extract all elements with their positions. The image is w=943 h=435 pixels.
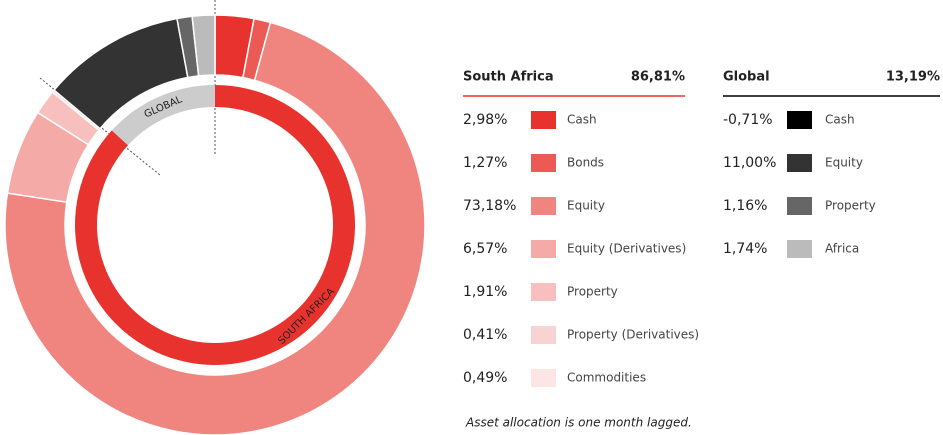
inner-segment [111,85,215,146]
legend-label: Property (Derivatives) [567,328,699,342]
legend-total: 13,19% [886,70,940,85]
legend-value: 6,57% [463,241,507,257]
legend-swatch [787,111,812,129]
legend-value: 1,16% [723,198,767,214]
legend-value: 1,27% [463,155,507,171]
legend-value: 11,00% [723,155,776,171]
legend-label: Equity [567,199,605,213]
legend-label: Equity (Derivatives) [567,242,686,256]
legend-swatch [531,111,556,129]
note: Asset allocation is one month lagged. [465,416,692,430]
outer-segment [191,14,216,77]
legend-total: 86,81% [631,70,685,85]
legend-swatch [531,240,556,258]
legend-label: Property [567,285,618,299]
legend-header: Global [723,70,770,85]
legend-label: Commodities [567,371,646,385]
legend-label: Equity [825,156,863,170]
legend-value: 0,41% [463,327,507,343]
legend-swatch [531,283,556,301]
legend-value: -0,71% [723,112,773,128]
legend-label: Property [825,199,876,213]
legend-value: 2,98% [463,112,507,128]
outer-segment [4,21,426,435]
legend-swatch [531,197,556,215]
legend-label: Cash [825,113,855,127]
legend-value: 1,91% [463,284,507,300]
legend-label: Cash [567,113,597,127]
legend-label: Africa [825,242,859,256]
legend-swatch [787,197,812,215]
legend-value: 73,18% [463,198,516,214]
legend-swatch [787,154,812,172]
legend-swatch [531,326,556,344]
legend-value: 0,49% [463,370,507,386]
legend-swatch [531,369,556,387]
legend-swatch [787,240,812,258]
legend-swatch [531,154,556,172]
legend-label: Bonds [567,156,604,170]
legend-header: South Africa [463,70,554,85]
legend-value: 1,74% [723,241,767,257]
